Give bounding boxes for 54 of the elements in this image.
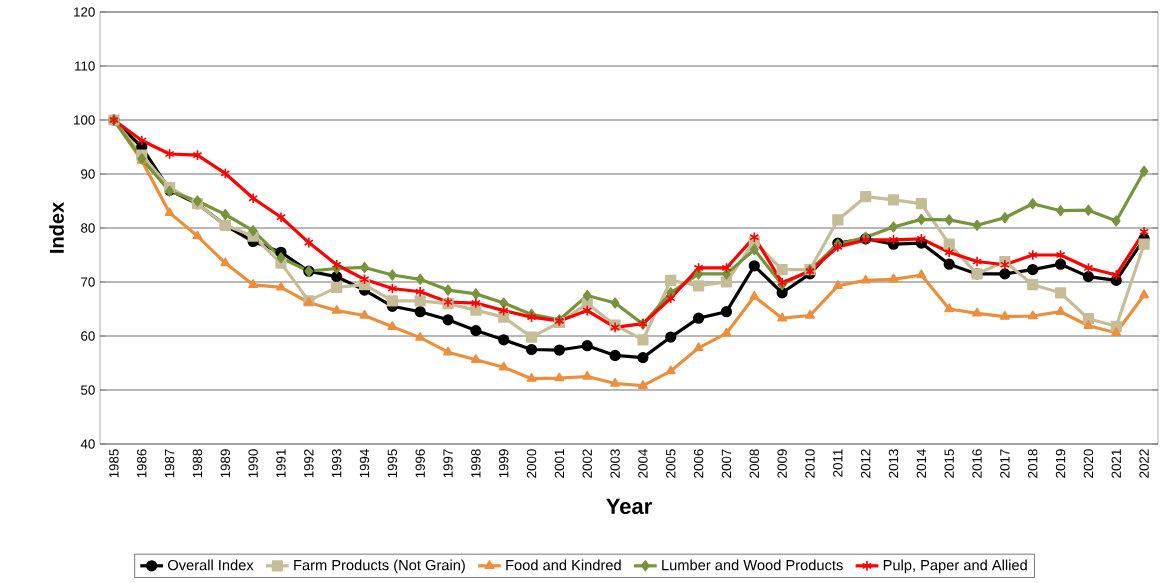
y-tick-label: 100 [74, 115, 95, 125]
legend-label: Lumber and Wood Products [662, 559, 843, 571]
x-tick-label: 2004 [638, 449, 648, 478]
x-tick-label: 2013 [888, 449, 899, 478]
x-tick-label: 2017 [1000, 449, 1010, 478]
x-tick-label: 2007 [721, 449, 732, 478]
x-tick-label: 1988 [192, 449, 203, 478]
x-tick-label: 2009 [777, 449, 787, 478]
y-tick-label: 40 [80, 439, 95, 449]
x-axis-title: Year [606, 498, 652, 515]
x-tick-label: 1986 [137, 449, 147, 478]
legend-label: Farm Products (Not Grain) [294, 559, 465, 574]
x-tick-label: 2022 [1139, 449, 1149, 478]
x-tick-label: 2003 [610, 449, 620, 478]
x-tick-label: 1994 [359, 449, 370, 478]
x-tick-label: 2014 [916, 449, 927, 478]
y-tick-label: 80 [81, 223, 95, 233]
x-tick-label: 2012 [860, 449, 871, 478]
y-tick-label: 50 [81, 385, 95, 395]
y-tick-label: 110 [75, 61, 95, 71]
x-tick-label: 2020 [1083, 449, 1094, 478]
x-tick-label: 2006 [693, 449, 704, 478]
x-tick-label: 2016 [972, 449, 982, 478]
x-tick-label: 2011 [833, 449, 843, 477]
x-tick-label: 1990 [248, 449, 258, 478]
x-tick-label: 2008 [749, 449, 760, 478]
x-tick-label: 2019 [1055, 449, 1066, 478]
x-tick-label: 2015 [944, 449, 954, 478]
y-tick-label: 90 [81, 169, 95, 179]
x-tick-label: 2002 [582, 449, 592, 478]
x-tick-label: 2005 [666, 449, 676, 478]
x-tick-label: 1999 [499, 449, 509, 478]
x-tick-label: 1989 [220, 449, 231, 478]
legend-label: Overall Index [168, 559, 254, 571]
legend-label: Food and Kindred [506, 559, 621, 571]
x-tick-label: 2010 [805, 449, 815, 478]
x-tick-label: 1987 [164, 449, 175, 478]
x-tick-label: 2018 [1028, 449, 1038, 478]
x-tick-label: 1996 [415, 449, 425, 478]
y-tick-label: 120 [74, 7, 95, 17]
x-tick-label: 1991 [276, 449, 286, 478]
x-tick-label: 2021 [1111, 449, 1121, 478]
x-tick-label: 1995 [387, 449, 398, 478]
x-tick-label: 2001 [554, 449, 565, 478]
x-tick-label: 1993 [331, 449, 342, 478]
x-tick-label: 2000 [526, 449, 537, 478]
legend-label: Pulp, Paper and Allied [883, 559, 1027, 574]
x-tick-label: 1985 [109, 449, 119, 478]
x-tick-label: 1998 [471, 449, 481, 478]
y-tick-label: 60 [81, 331, 95, 341]
y-tick-label: 70 [81, 277, 95, 287]
y-axis-title: Index [49, 202, 64, 253]
x-tick-label: 1992 [304, 449, 314, 478]
x-tick-label: 1997 [443, 449, 453, 478]
